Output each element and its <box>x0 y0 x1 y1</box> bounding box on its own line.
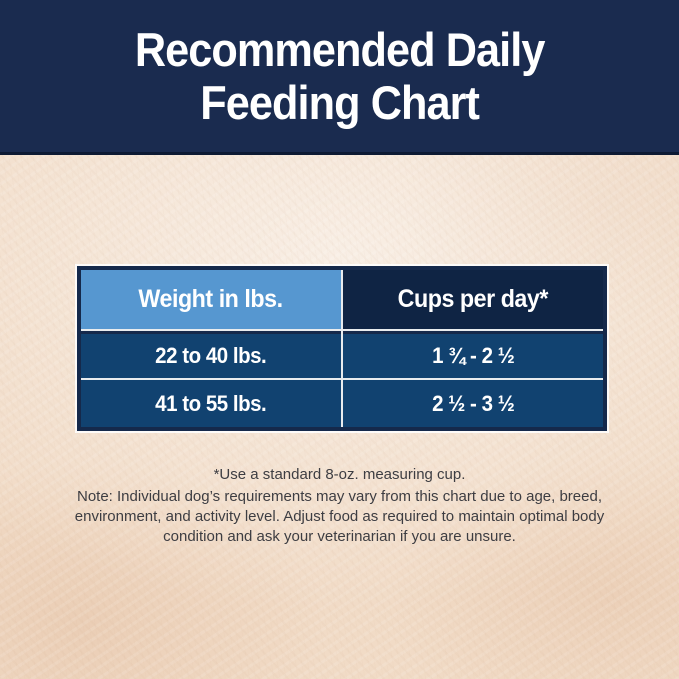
cups-range-row1: 1 ¾ - 2 ½ <box>431 343 515 368</box>
feeding-note: Note: Individual dog’s requirements may … <box>74 488 605 545</box>
column-header-weight-label: Weight in lbs. <box>138 285 284 313</box>
feeding-table: Weight in lbs. Cups per day* 22 to 40 lb… <box>77 266 607 431</box>
measuring-cup-footnote: *Use a standard 8-oz. measuring cup. <box>213 466 466 483</box>
weight-range-row2: 41 to 55 lbs. <box>155 390 267 416</box>
table-cell-weight-row1: 22 to 40 lbs. <box>81 331 341 378</box>
title-band: Recommended Daily Feeding Chart <box>0 0 679 155</box>
column-header-weight: Weight in lbs. <box>81 270 341 329</box>
page-title: Recommended Daily Feeding Chart <box>134 23 546 129</box>
column-header-cups-label: Cups per day* <box>397 285 549 313</box>
table-cell-cups-row2: 2 ½ - 3 ½ <box>343 380 603 427</box>
table-cell-cups-row1: 1 ¾ - 2 ½ <box>343 331 603 378</box>
column-header-cups: Cups per day* <box>343 270 603 329</box>
cups-range-row2: 2 ½ - 3 ½ <box>431 390 515 416</box>
weight-range-row1: 22 to 40 lbs. <box>155 343 267 368</box>
table-cell-weight-row2: 41 to 55 lbs. <box>81 380 341 427</box>
